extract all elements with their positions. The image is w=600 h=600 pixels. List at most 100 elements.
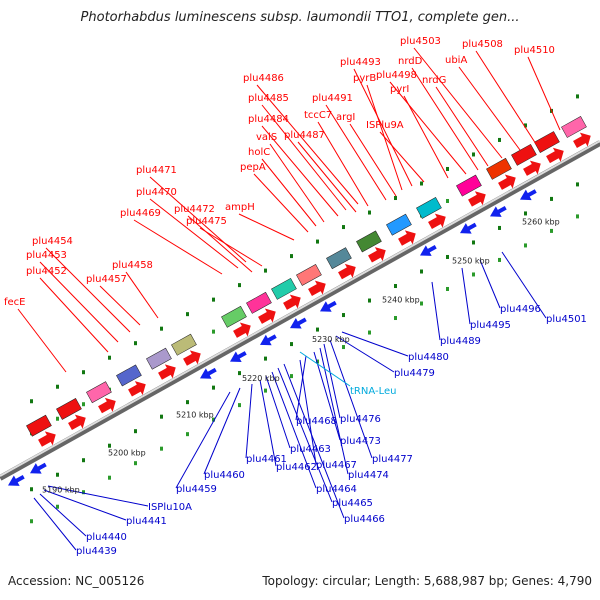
forward-gene-label[interactable]: plu4453 <box>26 250 67 261</box>
reverse-gene-label[interactable]: plu4461 <box>246 454 287 465</box>
reverse-gene-label[interactable]: plu4479 <box>394 368 435 379</box>
reverse-gene-arrow[interactable] <box>287 314 309 333</box>
reverse-gene-label[interactable]: plu4460 <box>204 470 245 481</box>
forward-gene-arrow[interactable] <box>544 144 568 167</box>
forward-gene-label[interactable]: plu4510 <box>514 45 555 56</box>
forward-gene-label[interactable]: plu4471 <box>136 165 177 176</box>
forward-gene-label[interactable]: tccC7 <box>304 110 332 121</box>
forward-gene-arrow[interactable] <box>521 157 545 180</box>
forward-gene-block[interactable] <box>221 305 247 328</box>
forward-gene-label[interactable]: plu4469 <box>120 208 161 219</box>
reverse-gene-label[interactable]: plu4476 <box>340 414 381 425</box>
reverse-gene-label[interactable]: plu4501 <box>546 314 587 325</box>
forward-gene-label[interactable]: holC <box>248 147 270 158</box>
forward-gene-arrow[interactable] <box>336 260 360 283</box>
forward-gene-arrow[interactable] <box>306 277 330 300</box>
reverse-gene-label[interactable]: plu4439 <box>76 546 117 557</box>
reverse-gene-label[interactable]: plu4474 <box>348 470 389 481</box>
reverse-gene-label[interactable]: plu4473 <box>340 436 381 447</box>
reverse-gene-label[interactable]: plu4496 <box>500 304 541 315</box>
reverse-gene-label[interactable]: plu4465 <box>332 498 373 509</box>
reverse-gene-arrow[interactable] <box>197 364 219 383</box>
reverse-gene-label[interactable]: plu4467 <box>316 460 357 471</box>
reverse-gene-label[interactable]: plu4466 <box>344 514 385 525</box>
reverse-gene-arrow[interactable] <box>417 242 439 261</box>
forward-gene-label[interactable]: ubiA <box>445 55 467 66</box>
forward-gene-block[interactable] <box>146 347 172 370</box>
forward-gene-block[interactable] <box>296 264 322 286</box>
reverse-gene-arrow[interactable] <box>317 297 339 316</box>
rna-gene-label[interactable]: tRNA-Leu <box>350 386 396 397</box>
forward-gene-label[interactable]: plu4454 <box>32 236 73 247</box>
forward-gene-arrow[interactable] <box>36 427 60 450</box>
reverse-gene-label[interactable]: plu4477 <box>372 454 413 465</box>
reverse-gene-arrow[interactable] <box>227 348 249 367</box>
forward-gene-label[interactable]: plu4485 <box>248 93 289 104</box>
forward-gene-label[interactable]: ampH <box>225 202 255 213</box>
reverse-gene-label[interactable]: plu4480 <box>408 352 449 363</box>
forward-gene-arrow[interactable] <box>281 291 305 314</box>
reverse-gene-label[interactable]: plu4440 <box>86 532 127 543</box>
forward-gene-arrow[interactable] <box>466 187 490 210</box>
forward-gene-label[interactable]: plu4475 <box>186 216 227 227</box>
forward-gene-block[interactable] <box>534 131 560 153</box>
forward-gene-label[interactable]: argI <box>336 112 355 123</box>
forward-gene-block[interactable] <box>326 247 352 270</box>
forward-gene-block[interactable] <box>456 174 482 197</box>
reverse-gene-label[interactable]: plu4489 <box>440 336 481 347</box>
forward-gene-block[interactable] <box>116 364 142 387</box>
forward-gene-label[interactable]: pyrB <box>353 73 376 84</box>
forward-gene-label[interactable]: nrdG <box>422 75 446 86</box>
forward-gene-label[interactable]: plu4470 <box>136 187 177 198</box>
reverse-gene-label[interactable]: plu4464 <box>316 484 357 495</box>
forward-gene-label[interactable]: plu4457 <box>86 274 127 285</box>
forward-gene-label[interactable]: plu4452 <box>26 266 67 277</box>
forward-gene-block[interactable] <box>511 143 537 166</box>
forward-gene-label[interactable]: valS <box>256 132 277 143</box>
forward-gene-block[interactable] <box>271 277 297 300</box>
reverse-gene-label[interactable]: plu4459 <box>176 484 217 495</box>
forward-gene-block[interactable] <box>356 230 382 253</box>
forward-gene-arrow[interactable] <box>426 210 450 233</box>
reverse-gene-label[interactable]: plu4463 <box>290 444 331 455</box>
reverse-gene-label[interactable]: plu4495 <box>470 320 511 331</box>
forward-gene-label[interactable]: plu4486 <box>243 73 284 84</box>
reverse-gene-arrow[interactable] <box>517 186 539 205</box>
reverse-gene-arrow[interactable] <box>27 459 49 478</box>
forward-gene-label[interactable]: plu4503 <box>400 36 441 47</box>
forward-gene-arrow[interactable] <box>96 394 120 417</box>
forward-gene-label[interactable]: plu4508 <box>462 39 503 50</box>
reverse-gene-label[interactable]: ISPlu10A <box>148 502 192 513</box>
forward-gene-block[interactable] <box>246 291 272 314</box>
forward-gene-block[interactable] <box>561 116 587 138</box>
forward-gene-label[interactable]: plu4493 <box>340 57 381 68</box>
forward-gene-label[interactable]: pyrI <box>390 84 409 95</box>
forward-gene-block[interactable] <box>486 157 512 180</box>
forward-gene-arrow[interactable] <box>571 129 595 152</box>
forward-gene-label[interactable]: plu4458 <box>112 260 153 271</box>
forward-gene-arrow[interactable] <box>366 243 390 266</box>
forward-gene-arrow[interactable] <box>181 347 205 370</box>
forward-gene-label[interactable]: plu4484 <box>248 114 289 125</box>
reverse-gene-arrow[interactable] <box>257 331 279 350</box>
forward-gene-arrow[interactable] <box>66 411 90 434</box>
forward-gene-arrow[interactable] <box>256 305 280 328</box>
forward-gene-block[interactable] <box>416 197 442 219</box>
forward-gene-label[interactable]: nrdD <box>398 56 423 67</box>
forward-gene-label[interactable]: plu4487 <box>284 130 325 141</box>
forward-gene-block[interactable] <box>26 414 52 437</box>
forward-gene-label[interactable]: fecE <box>4 297 26 308</box>
reverse-gene-label[interactable]: plu4462 <box>276 462 317 473</box>
forward-gene-arrow[interactable] <box>496 171 520 194</box>
forward-gene-block[interactable] <box>86 381 112 404</box>
forward-gene-block[interactable] <box>171 333 197 356</box>
reverse-gene-label[interactable]: plu4468 <box>296 416 337 427</box>
forward-gene-label[interactable]: plu4472 <box>174 204 215 215</box>
reverse-gene-arrow[interactable] <box>487 202 509 221</box>
forward-gene-block[interactable] <box>386 213 412 236</box>
forward-gene-arrow[interactable] <box>156 360 180 383</box>
forward-gene-arrow[interactable] <box>126 377 150 400</box>
forward-gene-label[interactable]: pepA <box>240 162 266 173</box>
reverse-gene-arrow[interactable] <box>5 472 27 491</box>
forward-gene-arrow[interactable] <box>231 319 255 342</box>
